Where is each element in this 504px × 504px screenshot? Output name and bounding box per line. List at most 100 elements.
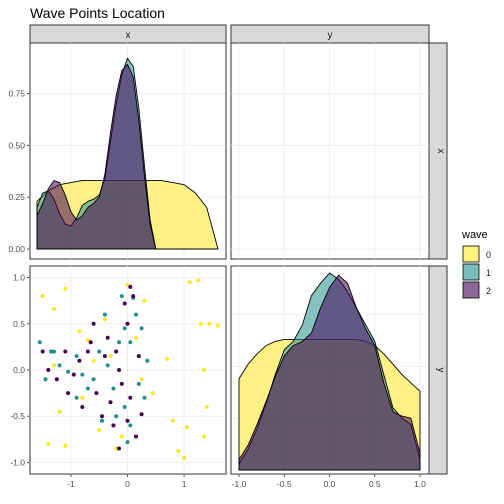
scatter-point-wave0-20 bbox=[165, 356, 170, 361]
y-axis-bottom-label-1: 0.5 bbox=[13, 319, 25, 329]
scatter-point-wave1-2 bbox=[49, 349, 54, 354]
scatter-point-wave1-18 bbox=[114, 414, 119, 419]
scatter-point-wave1-14 bbox=[134, 312, 138, 317]
legend-key-2 bbox=[462, 281, 480, 299]
x-axis-left-label-1: 0 bbox=[125, 479, 130, 489]
scatter-point-wave1-4 bbox=[66, 369, 71, 374]
scatter-point-wave2-21 bbox=[125, 418, 130, 423]
scatter-point-wave1-15 bbox=[139, 326, 144, 331]
y-axis-top-label-0: 0.00 bbox=[8, 244, 25, 254]
scatter-point-wave0-7 bbox=[102, 317, 107, 322]
scatter-point-wave0-9 bbox=[91, 358, 96, 363]
scatter-point-wave2-22 bbox=[128, 395, 133, 400]
y-axis-bottom-label-3: -0.5 bbox=[10, 411, 25, 421]
chart-title: Wave Points Location bbox=[30, 5, 165, 21]
scatter-point-wave0-12 bbox=[80, 395, 85, 400]
scatter-point-wave2-27 bbox=[134, 434, 138, 439]
scatter-point-wave0-16 bbox=[204, 405, 209, 409]
scatter-point-wave0-18 bbox=[199, 321, 203, 326]
legend-key-1 bbox=[462, 263, 480, 281]
scatter-point-wave1-9 bbox=[105, 363, 110, 368]
scatter-point-wave2-23 bbox=[105, 335, 110, 340]
scatter-point-wave0-28 bbox=[125, 283, 130, 287]
x-axis-left-label-2: 1 bbox=[182, 479, 187, 489]
x-density-area-2 bbox=[36, 63, 157, 250]
scatter-point-wave1-21 bbox=[85, 386, 90, 391]
scatter-point-wave1-7 bbox=[91, 377, 96, 382]
scatter-point-wave0-11 bbox=[57, 409, 62, 414]
scatter-point-wave2-4 bbox=[71, 372, 76, 377]
scatter-point-wave1-5 bbox=[74, 354, 79, 359]
facet-label-col-y: y bbox=[328, 30, 333, 41]
scatter-point-wave1-13 bbox=[128, 340, 133, 345]
scatter-point-wave0-29 bbox=[134, 335, 138, 340]
x-axis-left-label-0: -1 bbox=[67, 479, 75, 489]
scatter-point-wave1-29 bbox=[52, 349, 56, 354]
legend-label-1: 1 bbox=[486, 268, 491, 278]
x-axis-right-label-1: -0.5 bbox=[277, 479, 292, 489]
marks-layer bbox=[36, 57, 421, 471]
scatter-point-wave2-26 bbox=[80, 405, 85, 409]
x-axis-right-label-3: 0.5 bbox=[369, 479, 381, 489]
scatter-point-wave1-16 bbox=[142, 395, 147, 400]
scatter-point-wave2-12 bbox=[117, 368, 121, 372]
scatter-point-wave1-22 bbox=[125, 440, 130, 445]
scatter-point-wave2-5 bbox=[77, 358, 82, 363]
scatter-point-wave0-8 bbox=[108, 354, 113, 359]
scatter-point-wave2-25 bbox=[66, 391, 71, 396]
scatter-point-wave2-16 bbox=[131, 294, 136, 299]
scatter-point-wave0-30 bbox=[119, 434, 124, 439]
scatter-point-wave1-3 bbox=[57, 363, 62, 368]
facet-label-row-x: x bbox=[435, 149, 446, 154]
y-axis-bottom-label-4: -1.0 bbox=[10, 457, 25, 467]
scatter-point-wave2-1 bbox=[46, 368, 51, 372]
y-axis-top-label-3: 0.75 bbox=[8, 88, 25, 98]
legend: wave 0 1 2 bbox=[461, 229, 491, 299]
scatter-point-wave1-12 bbox=[122, 326, 127, 331]
scatter-point-wave0-0 bbox=[40, 294, 45, 299]
panel-empty-top-right bbox=[230, 42, 430, 260]
scatter-point-wave1-19 bbox=[128, 423, 133, 428]
scatter-point-wave0-6 bbox=[216, 323, 220, 328]
scatter-point-wave2-9 bbox=[102, 354, 107, 359]
scatter-point-wave1-10 bbox=[111, 386, 116, 391]
y-axis-bottom-label-2: 0.0 bbox=[13, 365, 25, 375]
scatter-point-wave0-15 bbox=[170, 418, 175, 423]
scatter-point-wave1-0 bbox=[37, 340, 42, 345]
scatter-point-wave0-19 bbox=[142, 298, 147, 303]
scatter-point-wave1-1 bbox=[43, 377, 48, 382]
scatter-point-wave0-32 bbox=[184, 425, 189, 430]
scatter-point-wave2-6 bbox=[85, 349, 90, 354]
scatter-point-wave1-27 bbox=[136, 381, 141, 386]
y-density-area-2 bbox=[238, 274, 421, 471]
scatter-point-wave0-26 bbox=[85, 338, 90, 343]
legend-key-0 bbox=[462, 245, 480, 263]
scatter-point-wave0-23 bbox=[114, 446, 119, 451]
scatter-point-wave2-7 bbox=[91, 321, 96, 326]
scatter-point-wave0-13 bbox=[97, 428, 102, 432]
legend-title: wave bbox=[461, 229, 488, 241]
scatter-point-wave2-11 bbox=[114, 349, 119, 354]
scatter-point-wave1-11 bbox=[117, 340, 121, 345]
axes-layer: 0.00 0.25 0.50 0.75 1.0 0.5 0.0 -0.5 -1.0 -1 0 1 -1.… bbox=[8, 88, 426, 489]
scatter-point-wave0-21 bbox=[46, 441, 51, 446]
scatter-point-wave1-8 bbox=[97, 349, 102, 354]
scatter-point-wave2-3 bbox=[63, 349, 68, 354]
scatter-point-wave2-14 bbox=[125, 321, 130, 326]
scatter-point-wave2-0 bbox=[40, 349, 45, 354]
scatter-point-wave0-27 bbox=[201, 368, 206, 372]
scatter-point-wave0-14 bbox=[151, 391, 155, 396]
scatter-point-wave2-10 bbox=[108, 400, 113, 405]
scatter-point-wave2-13 bbox=[119, 381, 124, 386]
scatter-point-wave0-25 bbox=[182, 455, 187, 460]
y-axis-top-label-2: 0.50 bbox=[8, 140, 25, 150]
scatter-point-wave1-28 bbox=[74, 395, 79, 400]
y-axis-bottom-label-0: 1.0 bbox=[13, 273, 25, 283]
x-axis-right-label-0: -1.0 bbox=[232, 479, 247, 489]
scatter-point-wave2-24 bbox=[88, 340, 93, 345]
scatter-point-wave1-6 bbox=[80, 372, 85, 377]
facet-label-col-x: x bbox=[126, 30, 131, 41]
legend-label-0: 0 bbox=[486, 250, 491, 260]
scatter-point-wave1-26 bbox=[100, 418, 104, 423]
